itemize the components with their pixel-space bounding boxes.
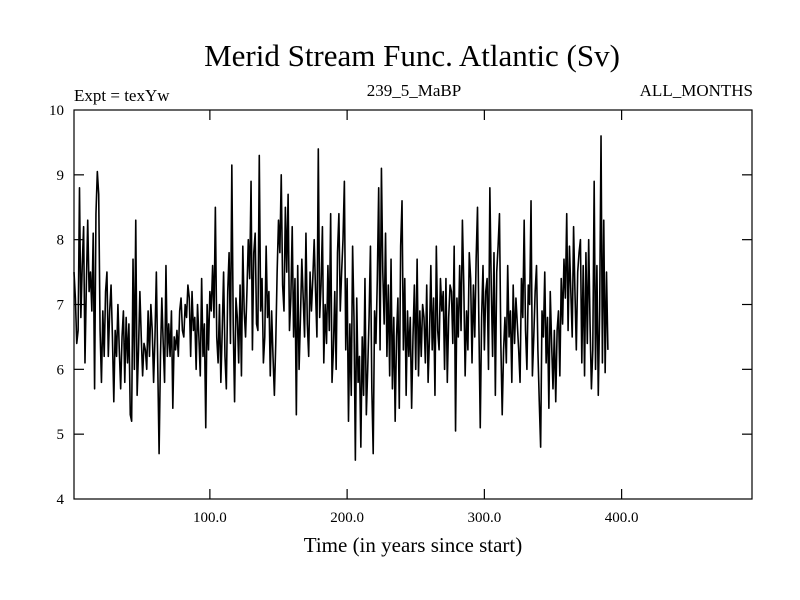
- y-tick-label: 10: [49, 103, 64, 119]
- x-axis: 100.0 200.0 300.0 400.0: [193, 110, 638, 526]
- x-tick-label: 400.0: [605, 510, 639, 526]
- y-tick-label: 8: [57, 233, 65, 249]
- experiment-label: Expt = texYw: [74, 86, 170, 105]
- y-tick-label: 9: [57, 168, 65, 184]
- x-tick-label: 200.0: [330, 510, 364, 526]
- x-tick-label: 100.0: [193, 510, 227, 526]
- run-label: 239_5_MaBP: [367, 81, 461, 100]
- y-tick-label: 4: [57, 492, 65, 508]
- series-line: [73, 135, 609, 461]
- months-label: ALL_MONTHS: [640, 81, 753, 100]
- x-tick-label: 300.0: [467, 510, 501, 526]
- y-tick-label: 6: [57, 362, 65, 378]
- x-axis-label: Time (in years since start): [304, 533, 523, 557]
- y-tick-label: 5: [57, 427, 65, 443]
- chart-title: Merid Stream Func. Atlantic (Sv): [204, 38, 620, 73]
- series-layer: [73, 135, 609, 461]
- plot-frame: [73, 109, 753, 500]
- y-tick-label: 7: [57, 298, 65, 314]
